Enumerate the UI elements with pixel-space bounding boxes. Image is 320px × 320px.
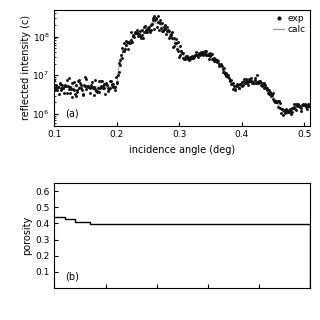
Y-axis label: reflected intensity (c): reflected intensity (c) — [21, 15, 31, 120]
Y-axis label: porosity: porosity — [22, 216, 32, 255]
Text: (b): (b) — [65, 272, 78, 282]
Legend: exp, calc: exp, calc — [273, 14, 306, 34]
X-axis label: incidence angle (deg): incidence angle (deg) — [129, 145, 236, 155]
Text: (a): (a) — [65, 108, 78, 118]
